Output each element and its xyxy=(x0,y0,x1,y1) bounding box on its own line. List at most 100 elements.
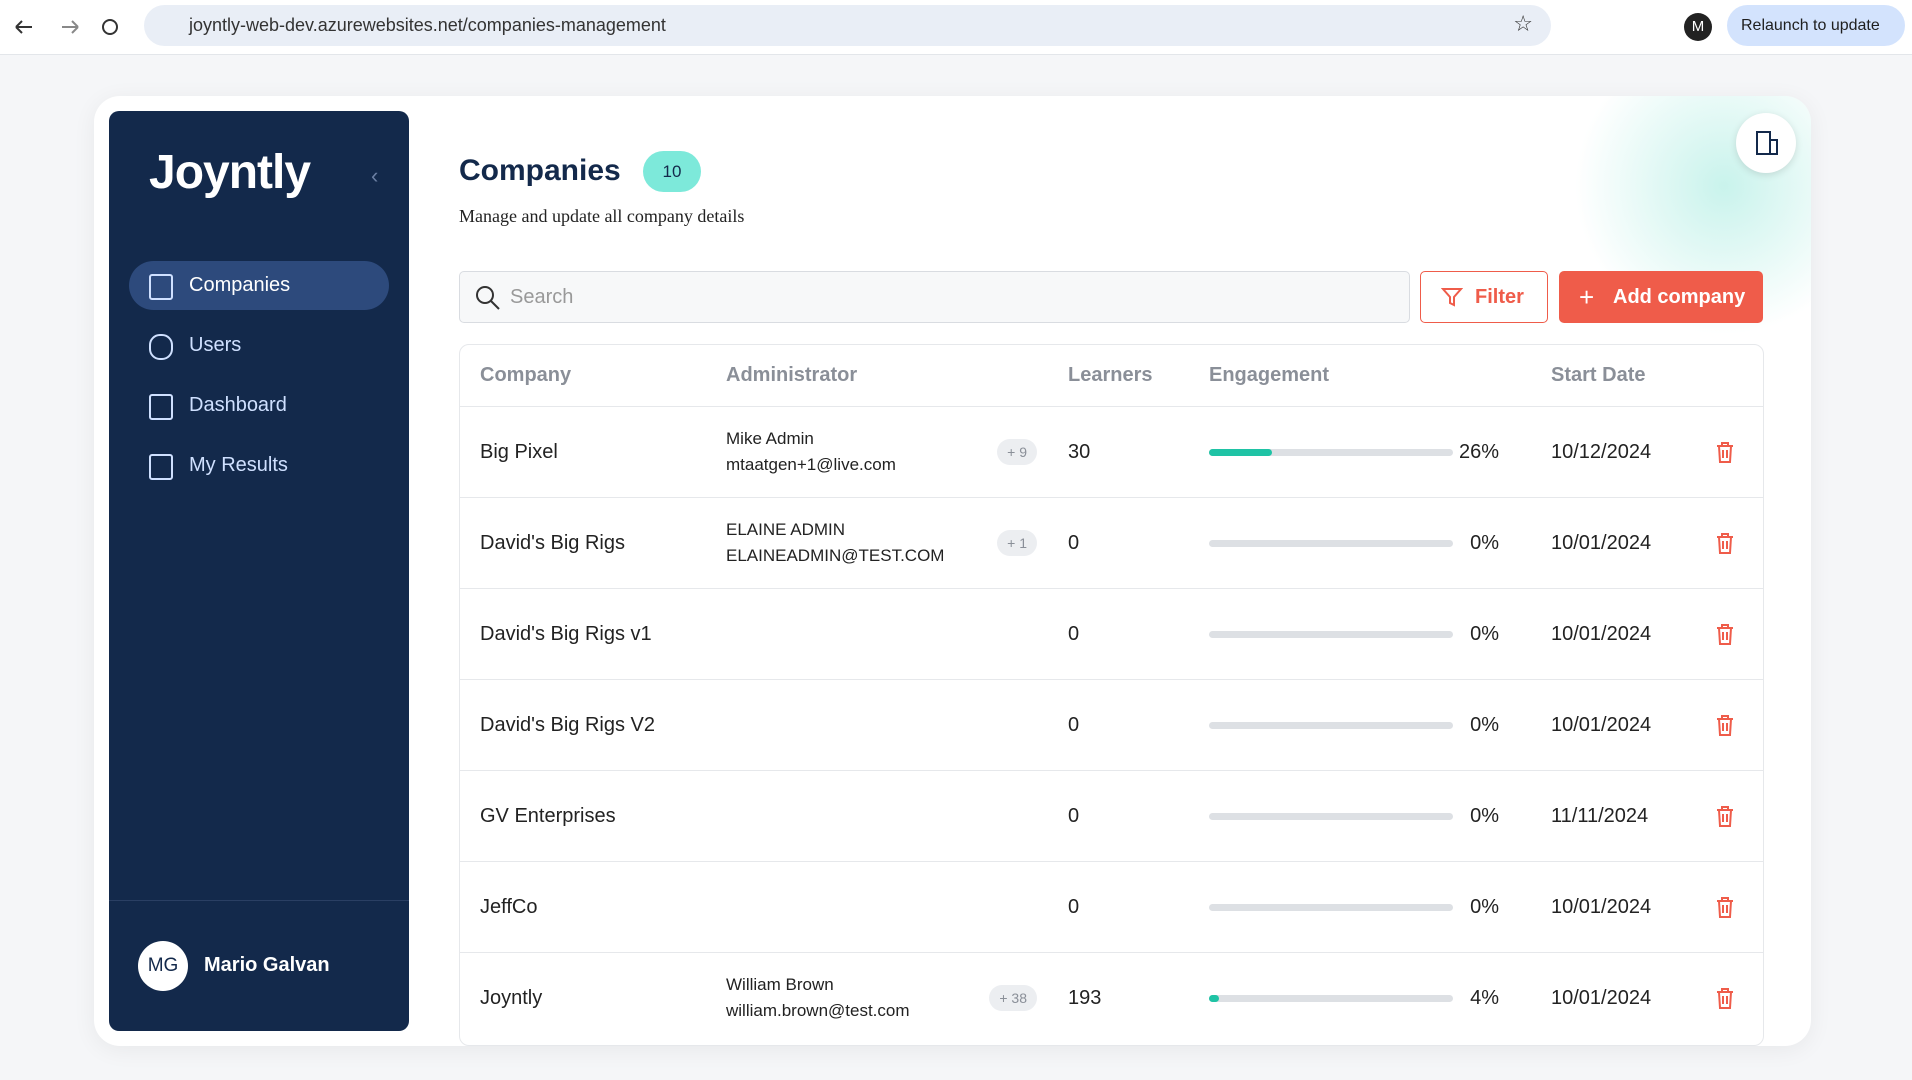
sidebar: Joyntly ‹ Companies Users Dashboard My Resu… xyxy=(109,111,409,1031)
start-date: 10/01/2024 xyxy=(1551,623,1652,645)
column-header: Engagement xyxy=(1209,364,1330,386)
search-placeholder: Search xyxy=(510,286,574,308)
table-row: David's Big Rigs ELAINE ADMIN ELAINEADMIN@… xyxy=(460,497,1763,589)
learners: 193 xyxy=(1068,987,1102,1009)
table-row: GV Enterprises 0 0% 11/11/2024 xyxy=(460,770,1763,862)
table-row: JeffCo 0 0% 10/01/2024 xyxy=(460,861,1763,953)
nav-icon xyxy=(149,334,173,360)
engagement-label: 0% xyxy=(1470,532,1499,554)
nav-item[interactable]: Companies xyxy=(129,261,389,310)
admin-email: william.brown@test.com xyxy=(726,1001,910,1020)
engagement-fill xyxy=(1209,995,1219,1002)
user-avatar[interactable]: MG xyxy=(138,941,188,991)
address-bar[interactable]: joyntly-web-dev.azurewebsites.net/compan… xyxy=(144,5,1551,46)
company-name: GV Enterprises xyxy=(480,805,616,827)
start-date: 11/11/2024 xyxy=(1551,805,1649,827)
engagement-fill xyxy=(1209,449,1273,456)
start-date: 10/01/2024 xyxy=(1551,987,1652,1009)
nav-icon xyxy=(149,274,173,300)
admin-name: ELAINE ADMIN xyxy=(726,520,846,539)
learners: 0 xyxy=(1068,623,1080,645)
user-name: Mario Galvan xyxy=(204,954,330,976)
page-subtitle: Manage and update all company details xyxy=(459,206,745,226)
engagement-track xyxy=(1209,540,1453,547)
delete-button[interactable] xyxy=(1714,623,1736,647)
delete-button[interactable] xyxy=(1714,441,1736,465)
engagement-label: 0% xyxy=(1470,623,1499,645)
engagement-track xyxy=(1209,449,1453,456)
column-header: Administrator xyxy=(726,364,858,386)
count-badge: 10 xyxy=(643,151,701,192)
table-row: Joyntly William Brown william.brown@test.c… xyxy=(460,952,1763,1044)
profile-avatar[interactable]: M xyxy=(1684,13,1712,41)
engagement-track xyxy=(1209,631,1453,638)
page-title: Companies xyxy=(459,154,621,187)
engagement-label: 26% xyxy=(1458,441,1499,463)
learners: 0 xyxy=(1068,805,1080,827)
engagement-label: 0% xyxy=(1470,896,1499,918)
nav-buttons[interactable] xyxy=(10,12,160,42)
start-date: 10/01/2024 xyxy=(1551,896,1652,918)
engagement-label: 0% xyxy=(1470,805,1499,827)
nav-label: Users xyxy=(189,334,242,356)
learners: 0 xyxy=(1068,714,1080,736)
company-name: JeffCo xyxy=(480,896,538,918)
nav-label: Dashboard xyxy=(189,394,287,416)
delete-button[interactable] xyxy=(1714,714,1736,738)
filter-button[interactable]: Filter xyxy=(1420,271,1548,323)
collapse-button[interactable]: ‹ xyxy=(371,163,379,188)
admin-email: mtaatgen+1@live.com xyxy=(726,455,896,474)
learners: 30 xyxy=(1068,441,1091,463)
admin-extra-badge[interactable]: + 1 xyxy=(997,530,1037,556)
engagement-track xyxy=(1209,904,1453,911)
divider xyxy=(109,900,409,901)
table-row: David's Big Rigs v1 0 0% 10/01/2024 xyxy=(460,588,1763,680)
relaunch-button[interactable]: Relaunch to update xyxy=(1727,5,1905,46)
nav-label: Companies xyxy=(189,274,291,296)
nav-label: My Results xyxy=(189,454,288,476)
companies-table: Company Administrator Learners Engagement St… xyxy=(459,344,1764,1046)
engagement-track xyxy=(1209,722,1453,729)
admin-extra-badge[interactable]: + 38 xyxy=(989,985,1037,1011)
filter-label: Filter xyxy=(1475,286,1524,308)
start-date: 10/01/2024 xyxy=(1551,714,1652,736)
column-header: Company xyxy=(480,364,572,386)
engagement-track xyxy=(1209,813,1453,820)
admin-extra-badge[interactable]: + 9 xyxy=(997,439,1037,465)
start-date: 10/12/2024 xyxy=(1551,441,1652,463)
nav-item[interactable]: Users xyxy=(129,321,389,370)
admin-email: ELAINEADMIN@TEST.COM xyxy=(726,546,945,565)
bookmark-star[interactable]: ☆ xyxy=(1513,11,1533,36)
nav-item[interactable]: Dashboard xyxy=(129,381,389,430)
company-name: Big Pixel xyxy=(480,441,558,463)
add-label: Add company xyxy=(1613,286,1746,308)
engagement-track xyxy=(1209,995,1453,1002)
nav-icon xyxy=(149,394,173,420)
delete-button[interactable] xyxy=(1714,987,1736,1011)
search-box[interactable]: Search xyxy=(459,271,1410,323)
nav-icon xyxy=(149,454,173,480)
delete-button[interactable] xyxy=(1714,896,1736,920)
app-card: Joyntly ‹ Companies Users Dashboard My Resu… xyxy=(94,96,1811,1046)
add-company-button[interactable]: + Add company xyxy=(1559,271,1763,323)
nav-item[interactable]: My Results xyxy=(129,441,389,490)
admin-name: Mike Admin xyxy=(726,429,814,448)
learners: 0 xyxy=(1068,896,1080,918)
browser-bar: joyntly-web-dev.azurewebsites.net/compan… xyxy=(0,0,1912,55)
table-row: Big Pixel Mike Admin mtaatgen+1@live.com + … xyxy=(460,406,1763,498)
delete-button[interactable] xyxy=(1714,532,1736,556)
company-name: David's Big Rigs v1 xyxy=(480,623,652,645)
url-text: joyntly-web-dev.azurewebsites.net/compan… xyxy=(189,15,666,35)
delete-button[interactable] xyxy=(1714,805,1736,829)
engagement-label: 0% xyxy=(1470,714,1499,736)
start-date: 10/01/2024 xyxy=(1551,532,1652,554)
logo: Joyntly xyxy=(149,146,311,199)
engagement-label: 4% xyxy=(1470,987,1499,1009)
company-name: David's Big Rigs V2 xyxy=(480,714,655,736)
building-button[interactable] xyxy=(1736,113,1796,173)
table-row: David's Big Rigs V2 0 0% 10/01/2024 xyxy=(460,679,1763,771)
column-header: Start Date xyxy=(1551,364,1646,386)
company-name: David's Big Rigs xyxy=(480,532,625,554)
company-name: Joyntly xyxy=(480,987,543,1009)
